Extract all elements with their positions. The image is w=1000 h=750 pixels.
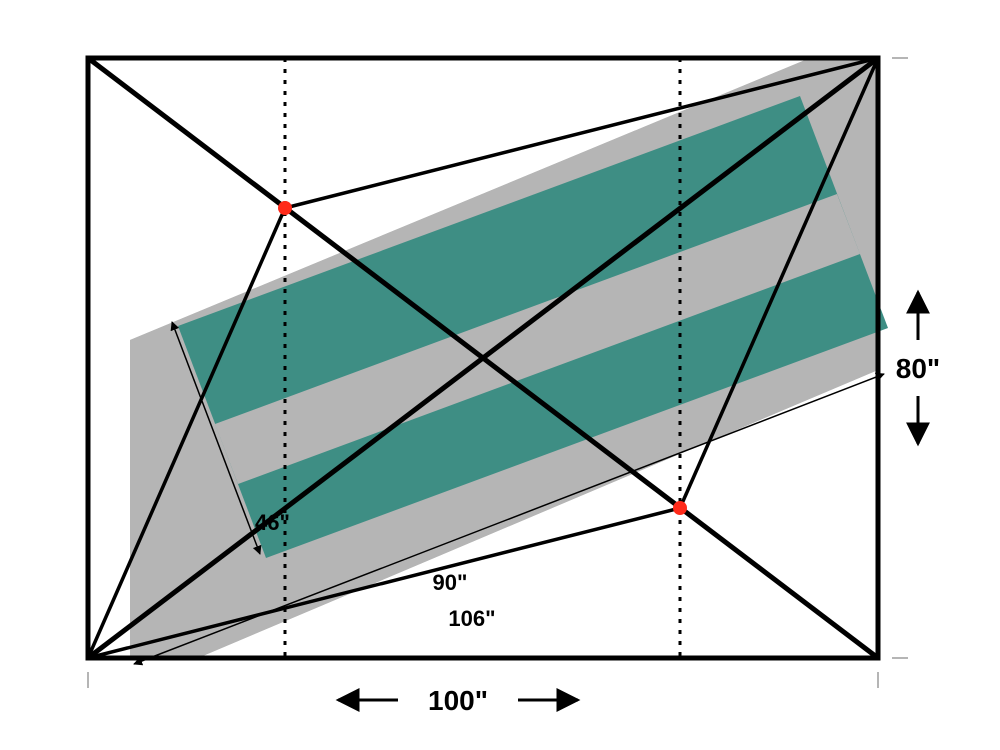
dim-106-label: 106"	[448, 606, 495, 631]
dim-46-label: 46"	[255, 510, 290, 535]
diagram-svg: 100" 80" 106" 90" 46"	[0, 0, 1000, 750]
red-dot-2	[673, 501, 687, 515]
dim-100-label: 100"	[428, 685, 488, 716]
red-dot-1	[278, 201, 292, 215]
dim-90-label: 90"	[433, 570, 468, 595]
dim-80-label: 80"	[896, 353, 940, 384]
